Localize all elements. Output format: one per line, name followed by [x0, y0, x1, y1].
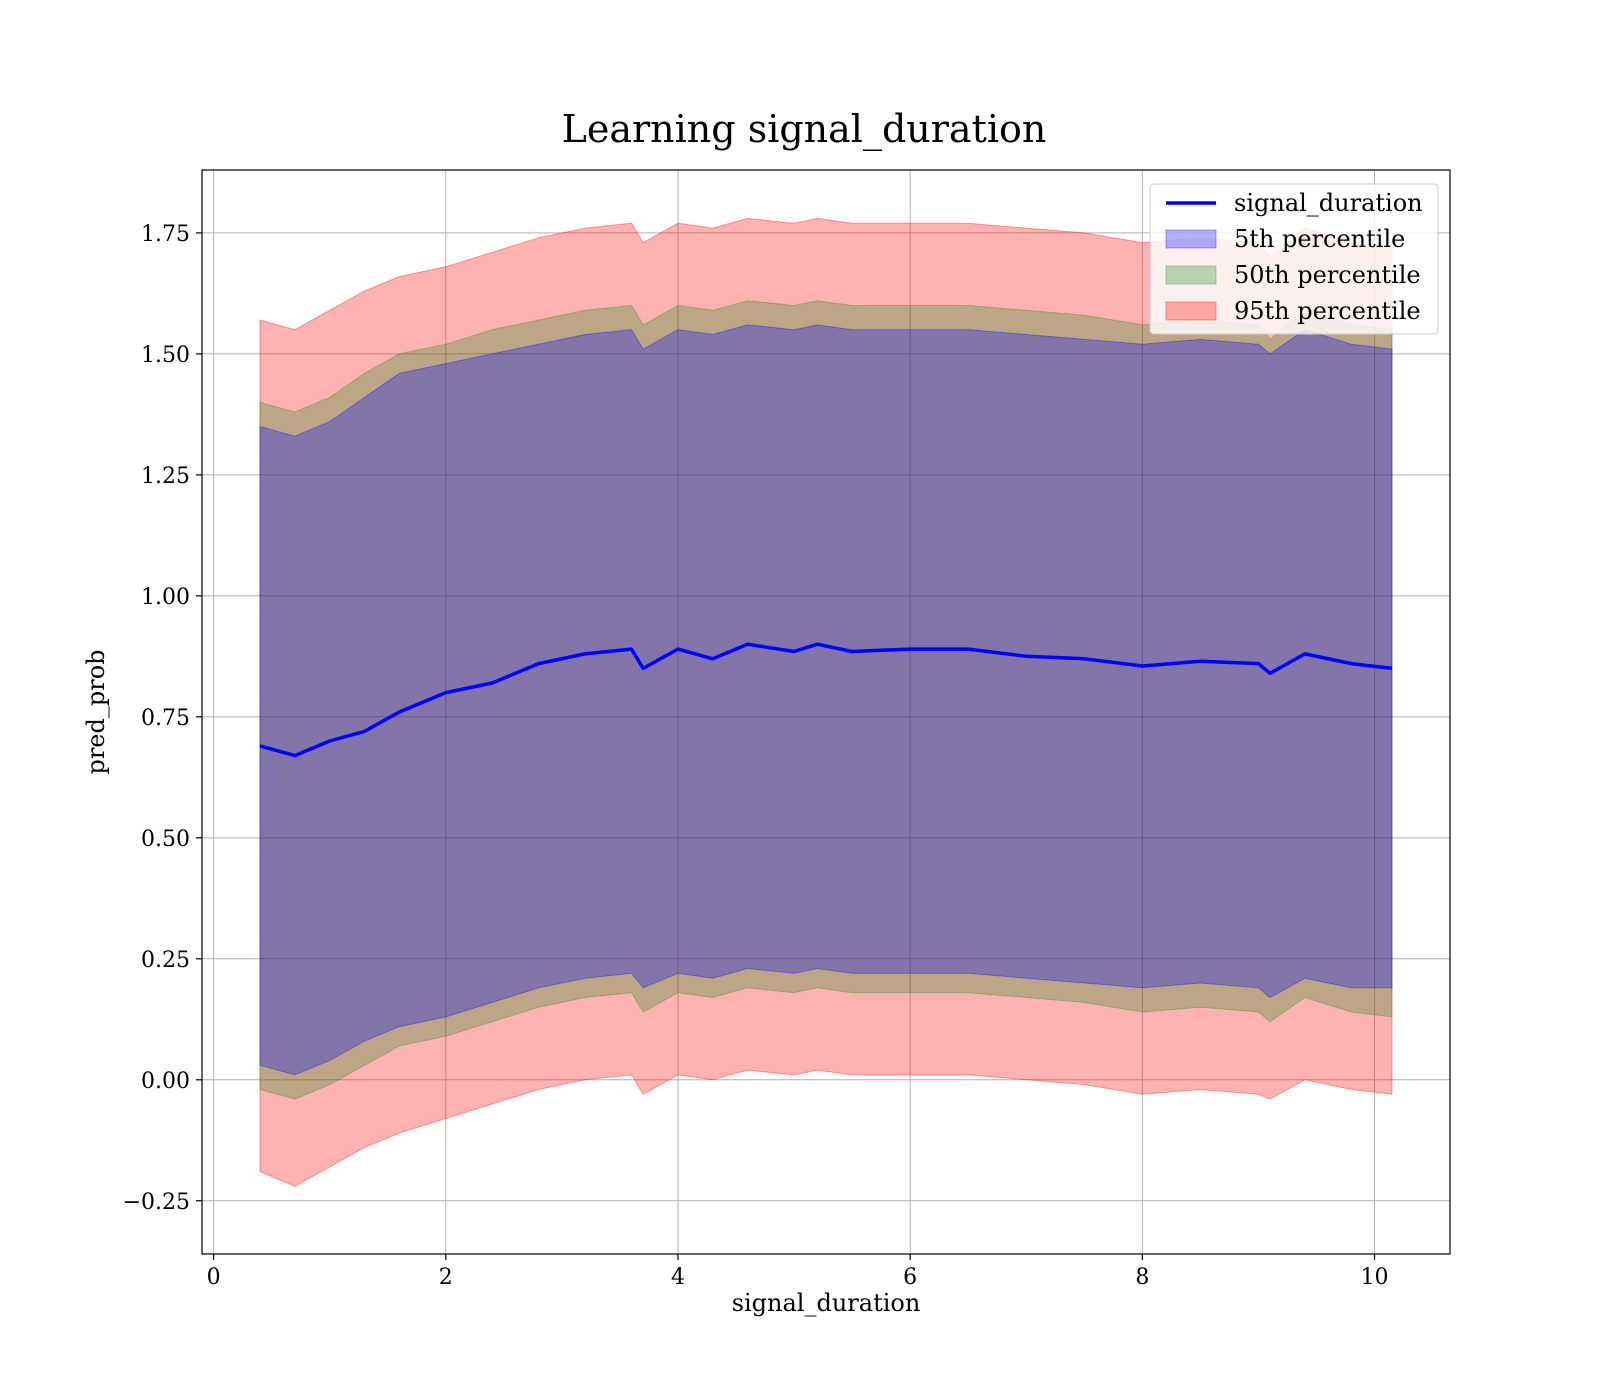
series-lines: [259, 642, 1393, 758]
legend-band-swatch: [1165, 265, 1217, 285]
legend-frame: [1149, 183, 1439, 335]
y-tick-label: 1.00: [141, 585, 190, 610]
y-tick-label: 0.75: [141, 706, 190, 731]
grid: [202, 170, 1450, 1254]
legend-label: 50th percentile: [1234, 261, 1421, 289]
legend: signal_duration 5th percentile 50th percen…: [1149, 183, 1439, 335]
x-tick-label: 10: [1361, 1265, 1389, 1290]
legend-label: 5th percentile: [1234, 225, 1405, 253]
x-tick-label: 4: [671, 1265, 685, 1290]
y-tick-label: 1.75: [141, 222, 190, 247]
y-tick-label: 1.50: [141, 343, 190, 368]
legend-band-swatch: [1165, 229, 1217, 249]
band-95th-percentile: [259, 217, 1393, 1187]
percentile-bands: [259, 217, 1393, 1187]
y-tick-label: 0.00: [141, 1069, 190, 1094]
x-tick-label: 8: [1135, 1265, 1149, 1290]
y-tick-label: −0.25: [123, 1190, 190, 1215]
y-tick-label: 0.50: [141, 827, 190, 852]
line-signal-duration: [259, 642, 1393, 758]
plot-frame: [201, 169, 1451, 1255]
x-axis-label: signal_duration: [732, 1289, 921, 1317]
x-tick-label: 0: [207, 1265, 221, 1290]
legend-band-swatch: [1165, 301, 1217, 321]
chart-title: Learning signal_duration: [562, 107, 1047, 152]
band-50th-percentile: [259, 300, 1393, 1100]
x-tick-label: 6: [903, 1265, 917, 1290]
legend-label: signal_duration: [1234, 189, 1423, 217]
y-axis-label: pred_prob: [82, 649, 110, 774]
y-tick-label: 0.25: [141, 948, 190, 973]
band-5th-percentile: [259, 324, 1393, 1076]
legend-label: 95th percentile: [1234, 297, 1421, 325]
axis-ticks: 0 2 4 6 8 10 −0.25 0.00 0.25 0.50 0.75 1.00 1.25 1.50…: [123, 222, 1389, 1290]
x-tick-label: 2: [439, 1265, 453, 1290]
y-tick-label: 1.25: [141, 464, 190, 489]
